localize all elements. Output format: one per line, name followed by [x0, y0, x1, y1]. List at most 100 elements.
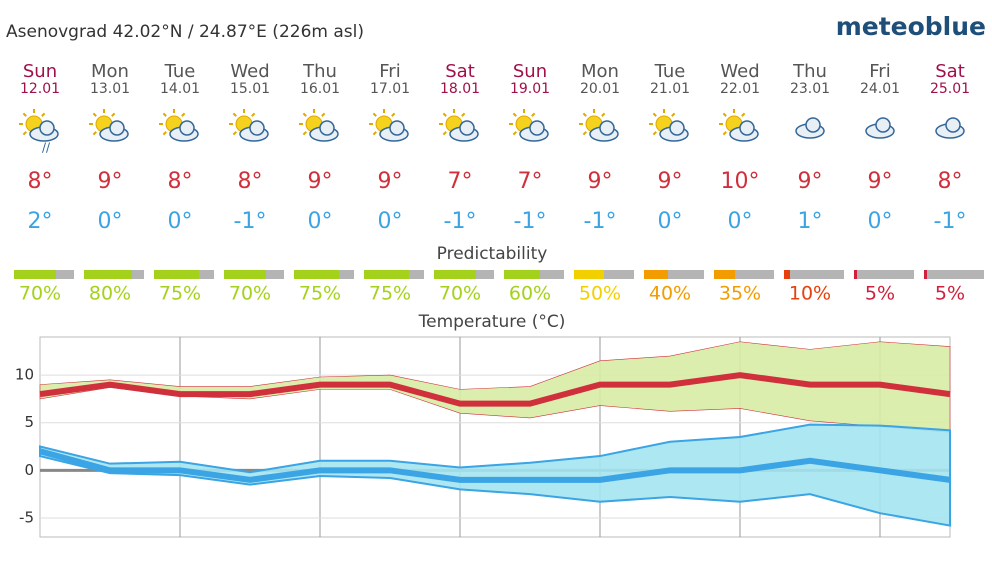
min-temp: -1° [584, 209, 617, 234]
max-temp: 9° [798, 169, 823, 194]
sun-ray [442, 131, 447, 136]
sun-ray [251, 112, 256, 117]
weather-icon [509, 109, 549, 142]
cloud-puff [875, 117, 891, 133]
day-date: 12.01 [20, 81, 60, 97]
sun-ray [741, 112, 746, 117]
day-name: Mon [91, 61, 129, 82]
predictability-label: 10% [789, 283, 831, 305]
sun-ray [302, 112, 307, 117]
weather-icon [229, 109, 269, 142]
logo[interactable]: meteoblue [836, 12, 986, 41]
day-name: Fri [869, 61, 890, 82]
cloud-puff [319, 120, 335, 136]
sun-ray [321, 112, 326, 117]
day-name: Sun [513, 61, 547, 82]
predictability-bar [294, 270, 339, 279]
sun-ray [232, 131, 237, 136]
day-name: Thu [302, 61, 337, 82]
min-temp: -1° [934, 209, 967, 234]
min-temp: -1° [234, 209, 267, 234]
min-temp: 1° [798, 209, 823, 234]
max-temp: 8° [168, 169, 193, 194]
sun-ray [652, 131, 657, 136]
sun-ray [92, 112, 97, 117]
predictability-bar [364, 270, 409, 279]
sun-ray [92, 131, 97, 136]
max-temp: 9° [98, 169, 123, 194]
min-temp: -1° [514, 209, 547, 234]
day-date: 14.01 [160, 81, 200, 97]
day-date: 22.01 [720, 81, 760, 97]
day-name: Wed [230, 61, 269, 82]
sun-ray [722, 112, 727, 117]
day-name: Tue [654, 61, 686, 82]
predictability-label: 70% [19, 283, 61, 305]
temperature-line [39, 372, 951, 407]
cloud-puff [109, 120, 125, 136]
max-temp: 9° [658, 169, 683, 194]
max-temp: 10° [721, 169, 760, 194]
sun-ray [22, 112, 27, 117]
predictability-label: 35% [719, 283, 761, 305]
cloud-puff [599, 120, 615, 136]
sun-ray [601, 112, 606, 117]
predictability-bar [924, 270, 927, 279]
weather-icon [649, 109, 689, 142]
day-name: Tue [164, 61, 196, 82]
day-name: Sun [23, 61, 57, 82]
sun-ray [181, 112, 186, 117]
predictability-bar [784, 270, 790, 279]
predictability-bar [14, 270, 56, 279]
max-temp: 8° [28, 169, 53, 194]
day-name: Sat [445, 61, 475, 82]
weather-icon [369, 109, 409, 142]
sun-ray [512, 112, 517, 117]
y-tick-label: 0 [24, 461, 34, 479]
min-temp: 0° [308, 209, 333, 234]
predictability-bar [84, 270, 132, 279]
day-name: Fri [379, 61, 400, 82]
day-date: 15.01 [230, 81, 270, 97]
sun-ray [582, 131, 587, 136]
min-temp: 0° [168, 209, 193, 234]
max-temp: 8° [938, 169, 963, 194]
cloud-puff [669, 120, 685, 136]
cloud-puff [739, 120, 755, 136]
weather-icon [89, 109, 129, 142]
predictability-track [644, 270, 704, 279]
day-date: 24.01 [860, 81, 900, 97]
cloud-puff [805, 117, 821, 133]
min-temp: 0° [868, 209, 893, 234]
y-tick-label: -5 [19, 508, 34, 526]
predictability-label: 40% [649, 283, 691, 305]
cloud-puff [459, 120, 475, 136]
cloud-puff [249, 120, 265, 136]
weather-icon [579, 109, 619, 142]
predictability-bar [854, 270, 857, 279]
predictability-label: 60% [509, 283, 551, 305]
day-date: 20.01 [580, 81, 620, 97]
weather-icon: // [19, 109, 59, 155]
weather-icon [299, 109, 339, 142]
min-temp: 0° [98, 209, 123, 234]
predictability-label: 75% [299, 283, 341, 305]
rain: // [42, 141, 51, 155]
cloud-puff [529, 120, 545, 136]
predictability-track [924, 270, 984, 279]
y-tick-label: 5 [24, 413, 34, 431]
day-name: Sat [935, 61, 965, 82]
sun-ray [162, 131, 167, 136]
day-date: 23.01 [790, 81, 830, 97]
weather-icon [865, 117, 895, 139]
sun-ray [512, 131, 517, 136]
weather-icon [439, 109, 479, 142]
sun-ray [652, 112, 657, 117]
weather-icon [159, 109, 199, 142]
day-date: 25.01 [930, 81, 970, 97]
sun-ray [461, 112, 466, 117]
sun-ray [111, 112, 116, 117]
weather-icon [719, 109, 759, 142]
min-temp: 2° [28, 209, 53, 234]
